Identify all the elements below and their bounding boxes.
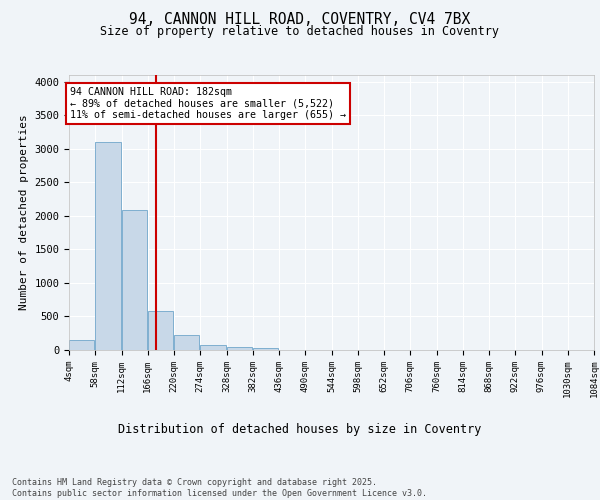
Text: 94 CANNON HILL ROAD: 182sqm
← 89% of detached houses are smaller (5,522)
11% of : 94 CANNON HILL ROAD: 182sqm ← 89% of det… [70, 87, 346, 120]
Bar [200, 346, 226, 350]
Bar [95, 142, 121, 350]
Text: Contains HM Land Registry data © Crown copyright and database right 2025.
Contai: Contains HM Land Registry data © Crown c… [12, 478, 427, 498]
Bar [253, 348, 278, 350]
Text: Distribution of detached houses by size in Coventry: Distribution of detached houses by size … [118, 422, 482, 436]
Y-axis label: Number of detached properties: Number of detached properties [19, 114, 29, 310]
Bar [174, 334, 199, 350]
Bar [69, 340, 94, 350]
Bar [227, 347, 252, 350]
Bar [121, 210, 147, 350]
Text: 94, CANNON HILL ROAD, COVENTRY, CV4 7BX: 94, CANNON HILL ROAD, COVENTRY, CV4 7BX [130, 12, 470, 28]
Bar [148, 311, 173, 350]
Text: Size of property relative to detached houses in Coventry: Size of property relative to detached ho… [101, 25, 499, 38]
